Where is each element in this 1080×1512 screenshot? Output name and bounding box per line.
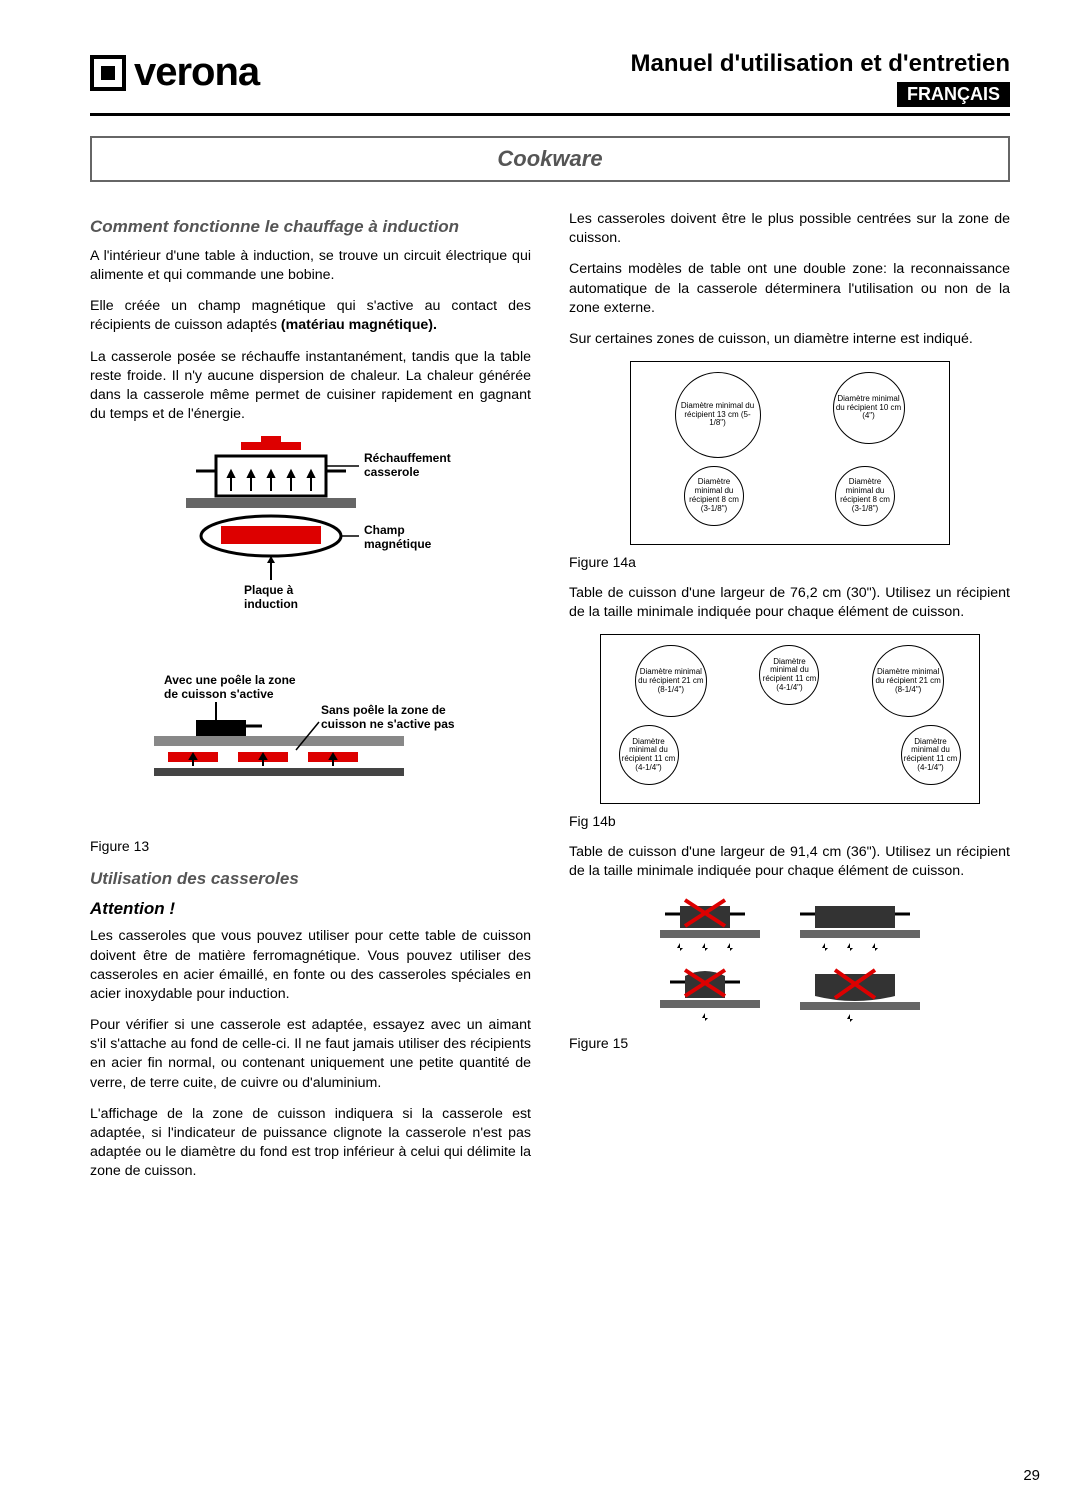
para: Elle créée un champ magnétique qui s'act… (90, 297, 531, 335)
para: Certains modèles de table ont une double… (569, 260, 1010, 318)
language-badge: FRANÇAIS (897, 82, 1010, 107)
figure-15-caption: Figure 15 (569, 1034, 1010, 1053)
heading-casseroles: Utilisation des casseroles (90, 868, 531, 891)
figure-14b-layout: Diamètre minimal du récipient 21 cm (8-1… (600, 634, 980, 804)
section-title: Cookware (497, 146, 602, 171)
header-right: Manuel d'utilisation et d'entretien FRAN… (631, 50, 1010, 107)
zone-circle: Diamètre minimal du récipient 21 cm (8-1… (872, 645, 944, 717)
svg-text:Plaque à: Plaque à (244, 583, 294, 597)
zone-circle: Diamètre minimal du récipient 8 cm (3-1/… (835, 466, 895, 526)
induction-activate-svg: Avec une poêle la zone de cuisson s'acti… (146, 672, 476, 822)
zone-circle: Diamètre minimal du récipient 13 cm (5-1… (675, 372, 761, 458)
figure-14a-desc: Table de cuisson d'une largeur de 76,2 c… (569, 584, 1010, 622)
pan-good-icon (795, 896, 925, 956)
figure-14b-desc: Table de cuisson d'une largeur de 91,4 c… (569, 843, 1010, 881)
para: La casserole posée se réchauffe instanta… (90, 348, 531, 425)
figure-14a-caption: Figure 14a (569, 553, 1010, 572)
figure-14a-layout: Diamètre minimal du récipient 13 cm (5-1… (630, 361, 950, 545)
svg-text:induction: induction (244, 597, 298, 611)
right-column: Les casseroles doivent être le plus poss… (569, 210, 1010, 1193)
para: Sur certaines zones de cuisson, un diamè… (569, 330, 1010, 349)
left-column: Comment fonctionne le chauffage à induct… (90, 210, 531, 1193)
pan-bad-icon (795, 966, 925, 1026)
svg-text:Sans poêle la zone de: Sans poêle la zone de (321, 703, 446, 717)
para: Les casseroles que vous pouvez utiliser … (90, 927, 531, 1004)
svg-text:casserole: casserole (364, 465, 420, 479)
svg-text:de cuisson s'active: de cuisson s'active (164, 687, 274, 701)
bold-text: (matériau magnétique). (281, 317, 437, 333)
page-number: 29 (1023, 1467, 1040, 1484)
heading-induction: Comment fonctionne le chauffage à induct… (90, 216, 531, 239)
para: L'affichage de la zone de cuisson indiqu… (90, 1105, 531, 1182)
manual-title: Manuel d'utilisation et d'entretien (631, 50, 1010, 78)
page-header: verona Manuel d'utilisation et d'entreti… (90, 50, 1010, 116)
attention-heading: Attention ! (90, 898, 531, 921)
para: A l'intérieur d'une table à induction, s… (90, 247, 531, 285)
brand-text: verona (134, 50, 259, 95)
svg-text:Avec une poêle la zone: Avec une poêle la zone (164, 673, 296, 687)
pan-bad-icon (655, 896, 765, 956)
zone-circle: Diamètre minimal du récipient 11 cm (4-1… (619, 725, 679, 785)
logo-icon (90, 55, 126, 91)
zone-circle: Diamètre minimal du récipient 11 cm (4-1… (759, 645, 819, 705)
section-title-box: Cookware (90, 136, 1010, 182)
para: Les casseroles doivent être le plus poss… (569, 210, 1010, 248)
zone-circle: Diamètre minimal du récipient 8 cm (3-1/… (684, 466, 744, 526)
svg-text:cuisson ne s'active pas: cuisson ne s'active pas (321, 717, 455, 731)
zone-circle: Diamètre minimal du récipient 21 cm (8-1… (635, 645, 707, 717)
svg-text:Champ: Champ (364, 523, 405, 537)
content-columns: Comment fonctionne le chauffage à induct… (90, 210, 1010, 1193)
figure-15-diagram (569, 896, 1010, 1026)
induction-diagram-svg: Réchauffement casserole Champ magnétique… (146, 436, 476, 666)
svg-text:magnétique: magnétique (364, 537, 432, 551)
pan-bad-icon (655, 966, 765, 1026)
figure-14b-caption: Fig 14b (569, 812, 1010, 831)
brand-logo: verona (90, 50, 259, 95)
para: Pour vérifier si une casserole est adapt… (90, 1016, 531, 1093)
figure-13-diagram: Réchauffement casserole Champ magnétique… (90, 436, 531, 828)
figure-13-caption: Figure 13 (90, 837, 531, 856)
zone-circle: Diamètre minimal du récipient 10 cm (4") (833, 372, 905, 444)
zone-circle: Diamètre minimal du récipient 11 cm (4-1… (901, 725, 961, 785)
svg-text:Réchauffement: Réchauffement (364, 451, 451, 465)
